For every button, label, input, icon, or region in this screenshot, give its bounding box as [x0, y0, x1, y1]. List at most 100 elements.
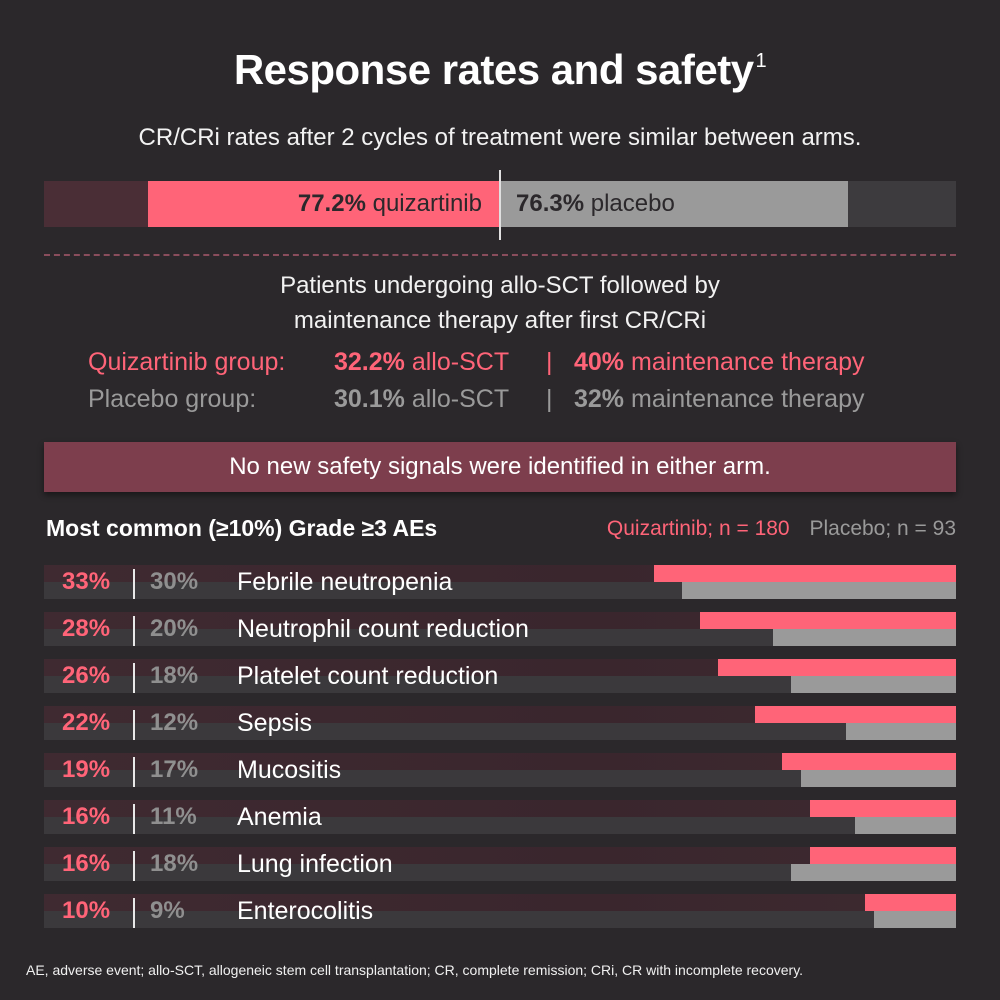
ae-value-quizartinib: 26%: [62, 662, 111, 689]
ae-track-placebo: [44, 864, 956, 881]
ae-category-label: Lung infection: [237, 850, 393, 878]
allo-sct-heading-line2: maintenance therapy after first CR/CRi: [293, 307, 707, 334]
ae-category-label: Platelet count reduction: [237, 662, 499, 690]
ae-row: 33% 30% Febrile neutropenia: [44, 565, 956, 599]
ae-value-separator: [133, 710, 135, 740]
ae-bar-placebo: [773, 629, 956, 646]
ae-track-quizartinib: [44, 753, 956, 770]
ae-category-label: Sepsis: [237, 709, 313, 737]
title-reference: 1: [755, 50, 767, 72]
ae-row: 22% 12% Sepsis: [44, 706, 956, 740]
cr-label-placebo: 76.3% placebo: [516, 181, 675, 227]
ae-row: 16% 11% Anemia: [44, 800, 956, 834]
group-label: Placebo group:: [88, 385, 257, 413]
legend-quizartinib: Quizartinib; n = 180: [606, 517, 790, 540]
ae-value-placebo: 9%: [150, 897, 185, 924]
subtitle: CR/CRi rates after 2 cycles of treatment…: [138, 124, 862, 151]
ae-bar-quizartinib: [782, 753, 956, 770]
ae-track-quizartinib: [44, 706, 956, 723]
ae-value-separator: [133, 804, 135, 834]
ae-value-quizartinib: 22%: [62, 709, 111, 736]
ae-value-separator: [133, 851, 135, 881]
ae-legend: Quizartinib; n = 180 Placebo; n = 93: [607, 517, 956, 541]
ae-value-quizartinib: 16%: [62, 803, 111, 830]
ae-bar-quizartinib: [654, 565, 956, 582]
ae-value-separator: [133, 898, 135, 928]
allo-sct-stat: 32.2% allo-SCT: [334, 348, 509, 377]
safety-banner: No new safety signals were identified in…: [44, 442, 956, 492]
allo-sct-label: allo-SCT: [411, 348, 510, 376]
ae-value-quizartinib: 10%: [62, 897, 111, 924]
ae-value-placebo: 18%: [150, 850, 199, 877]
ae-category-label: Febrile neutropenia: [237, 568, 453, 596]
ae-bar-quizartinib: [700, 612, 956, 629]
maintenance-label: maintenance therapy: [631, 348, 865, 376]
cr-value-quizartinib: 77.2%: [297, 190, 366, 217]
ae-track-placebo: [44, 676, 956, 693]
ae-track-quizartinib: [44, 847, 956, 864]
ae-row: 10% 9% Enterocolitis: [44, 894, 956, 928]
ae-value-quizartinib: 16%: [62, 850, 111, 877]
ae-track-quizartinib: [44, 894, 956, 911]
ae-category-label: Neutrophil count reduction: [237, 615, 529, 643]
cr-rate-bar: 77.2% quizartinib 76.3% placebo: [44, 181, 956, 227]
ae-value-placebo: 12%: [150, 709, 199, 736]
ae-value-placebo: 18%: [150, 662, 199, 689]
group-separator: |: [546, 348, 553, 376]
allo-sct-value: 30.1%: [334, 385, 405, 413]
maintenance-value: 32%: [574, 385, 625, 413]
ae-category-label: Anemia: [237, 803, 322, 831]
allo-sct-stat: 30.1% allo-SCT: [334, 385, 509, 414]
ae-track-placebo: [44, 817, 956, 834]
cr-value-placebo: 76.3%: [516, 190, 585, 217]
ae-heading: Most common (≥10%) Grade ≥3 AEs: [46, 515, 438, 541]
ae-value-placebo: 30%: [150, 568, 199, 595]
ae-track-placebo: [44, 911, 956, 928]
ae-row: 26% 18% Platelet count reduction: [44, 659, 956, 693]
ae-bar-quizartinib: [809, 847, 956, 864]
cr-bar-quizartinib: [147, 181, 500, 227]
ae-value-quizartinib: 33%: [62, 568, 111, 595]
allo-sct-heading-line1: Patients undergoing allo-SCT followed by: [280, 272, 720, 299]
cr-center-line: [499, 170, 501, 240]
section-divider: [44, 254, 956, 256]
ae-track-placebo: [44, 770, 956, 787]
ae-value-separator: [133, 757, 135, 787]
cr-label-quizartinib: 77.2% quizartinib: [298, 181, 482, 227]
maintenance-value: 40%: [574, 348, 625, 376]
ae-bar-quizartinib: [809, 800, 956, 817]
ae-value-separator: [133, 616, 135, 646]
allo-sct-label: allo-SCT: [411, 385, 510, 413]
cr-bar-placebo: [500, 181, 848, 227]
ae-track-placebo: [44, 629, 956, 646]
ae-bar-placebo: [791, 864, 956, 881]
ae-value-placebo: 20%: [150, 615, 199, 642]
ae-track-placebo: [44, 723, 956, 740]
legend-placebo: Placebo; n = 93: [809, 517, 956, 540]
maintenance-stat: 32% maintenance therapy: [574, 385, 864, 414]
ae-row: 16% 18% Lung infection: [44, 847, 956, 881]
ae-bar-placebo: [681, 582, 956, 599]
ae-bar-quizartinib: [754, 706, 956, 723]
ae-bar-placebo: [800, 770, 956, 787]
ae-category-label: Enterocolitis: [237, 897, 374, 925]
ae-bar-placebo: [855, 817, 956, 834]
maintenance-stat: 40% maintenance therapy: [574, 348, 864, 377]
ae-track-quizartinib: [44, 800, 956, 817]
ae-bar-placebo: [873, 911, 956, 928]
allo-sct-value: 32.2%: [334, 348, 405, 376]
page-title: Response rates and safety 1: [0, 46, 1000, 94]
ae-bar-placebo: [846, 723, 956, 740]
maintenance-label: maintenance therapy: [631, 385, 865, 413]
ae-value-quizartinib: 28%: [62, 615, 111, 642]
ae-value-quizartinib: 19%: [62, 756, 111, 783]
ae-row: 28% 20% Neutrophil count reduction: [44, 612, 956, 646]
allo-sct-heading: Patients undergoing allo-SCT followed by…: [0, 268, 1000, 338]
ae-row: 19% 17% Mucositis: [44, 753, 956, 787]
ae-category-label: Mucositis: [237, 756, 342, 784]
ae-bar-quizartinib: [864, 894, 956, 911]
ae-bar-quizartinib: [718, 659, 956, 676]
ae-value-separator: [133, 569, 135, 599]
group-label: Quizartinib group:: [88, 348, 286, 376]
ae-value-placebo: 11%: [150, 803, 197, 830]
